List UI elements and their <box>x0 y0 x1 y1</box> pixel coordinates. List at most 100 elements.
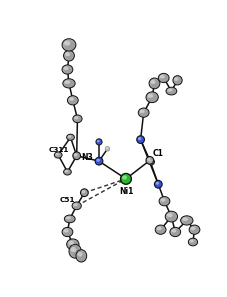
Ellipse shape <box>69 241 78 249</box>
Ellipse shape <box>97 159 102 165</box>
Ellipse shape <box>151 80 155 84</box>
Ellipse shape <box>54 152 62 158</box>
Ellipse shape <box>64 41 70 46</box>
Text: C1: C1 <box>152 149 163 158</box>
Ellipse shape <box>67 134 74 140</box>
Ellipse shape <box>168 89 173 91</box>
Ellipse shape <box>97 140 102 145</box>
Ellipse shape <box>189 225 200 234</box>
Ellipse shape <box>168 89 176 94</box>
Ellipse shape <box>81 189 88 197</box>
Ellipse shape <box>138 137 141 140</box>
Ellipse shape <box>183 217 188 221</box>
Ellipse shape <box>146 157 154 164</box>
Ellipse shape <box>65 170 71 175</box>
Ellipse shape <box>75 116 82 122</box>
Ellipse shape <box>166 87 177 95</box>
Ellipse shape <box>74 153 77 156</box>
Ellipse shape <box>188 238 197 246</box>
Ellipse shape <box>106 147 110 151</box>
Ellipse shape <box>65 80 74 88</box>
Ellipse shape <box>70 97 78 105</box>
Ellipse shape <box>82 190 85 193</box>
Ellipse shape <box>62 39 76 51</box>
Ellipse shape <box>168 213 177 222</box>
Ellipse shape <box>62 228 73 237</box>
Ellipse shape <box>64 215 75 223</box>
Ellipse shape <box>174 78 178 81</box>
Ellipse shape <box>158 73 169 83</box>
Ellipse shape <box>95 157 103 165</box>
Ellipse shape <box>157 227 162 230</box>
Ellipse shape <box>173 76 182 85</box>
Ellipse shape <box>65 80 70 84</box>
Ellipse shape <box>159 197 170 206</box>
Ellipse shape <box>105 146 110 151</box>
Ellipse shape <box>170 228 181 237</box>
Ellipse shape <box>160 75 168 82</box>
Ellipse shape <box>96 159 100 162</box>
Ellipse shape <box>148 158 153 164</box>
Ellipse shape <box>165 211 178 222</box>
Ellipse shape <box>82 190 88 196</box>
Ellipse shape <box>148 94 153 98</box>
Text: C51: C51 <box>60 197 75 203</box>
Ellipse shape <box>63 79 75 88</box>
Ellipse shape <box>71 247 76 252</box>
Ellipse shape <box>137 136 144 143</box>
Ellipse shape <box>65 41 75 50</box>
Ellipse shape <box>181 216 193 225</box>
Text: C311: C311 <box>49 147 69 153</box>
Text: Ni1: Ni1 <box>119 187 133 195</box>
Ellipse shape <box>183 218 192 225</box>
Ellipse shape <box>161 198 169 205</box>
Ellipse shape <box>155 182 159 185</box>
Ellipse shape <box>64 50 74 61</box>
Ellipse shape <box>64 67 69 70</box>
Ellipse shape <box>68 135 74 140</box>
Ellipse shape <box>106 147 108 149</box>
Ellipse shape <box>191 227 199 234</box>
Ellipse shape <box>64 229 72 236</box>
Ellipse shape <box>76 250 87 262</box>
Ellipse shape <box>74 203 78 206</box>
Ellipse shape <box>78 252 86 261</box>
Ellipse shape <box>156 182 162 188</box>
Ellipse shape <box>69 241 74 245</box>
Ellipse shape <box>157 227 165 234</box>
Ellipse shape <box>191 227 196 230</box>
Ellipse shape <box>140 110 145 113</box>
Ellipse shape <box>64 169 71 175</box>
Ellipse shape <box>66 53 74 61</box>
Ellipse shape <box>146 92 158 103</box>
Ellipse shape <box>97 140 100 142</box>
Ellipse shape <box>138 137 144 143</box>
Ellipse shape <box>66 217 71 219</box>
Ellipse shape <box>147 158 151 161</box>
Ellipse shape <box>148 94 158 102</box>
Ellipse shape <box>161 198 165 202</box>
Ellipse shape <box>190 240 194 242</box>
Ellipse shape <box>56 153 59 155</box>
Ellipse shape <box>62 65 73 74</box>
Ellipse shape <box>74 116 78 119</box>
Ellipse shape <box>160 75 165 79</box>
Ellipse shape <box>155 225 166 234</box>
Ellipse shape <box>172 229 180 236</box>
Ellipse shape <box>73 152 81 159</box>
Ellipse shape <box>72 247 81 257</box>
Ellipse shape <box>154 180 162 188</box>
Ellipse shape <box>72 202 81 210</box>
Ellipse shape <box>150 160 154 165</box>
Ellipse shape <box>96 139 102 145</box>
Ellipse shape <box>65 52 70 56</box>
Ellipse shape <box>68 135 71 138</box>
Ellipse shape <box>69 244 81 258</box>
Ellipse shape <box>64 229 69 233</box>
Ellipse shape <box>69 97 74 101</box>
Ellipse shape <box>138 108 149 117</box>
Ellipse shape <box>65 170 68 172</box>
Ellipse shape <box>78 252 82 257</box>
Ellipse shape <box>67 239 79 250</box>
Ellipse shape <box>175 78 182 84</box>
